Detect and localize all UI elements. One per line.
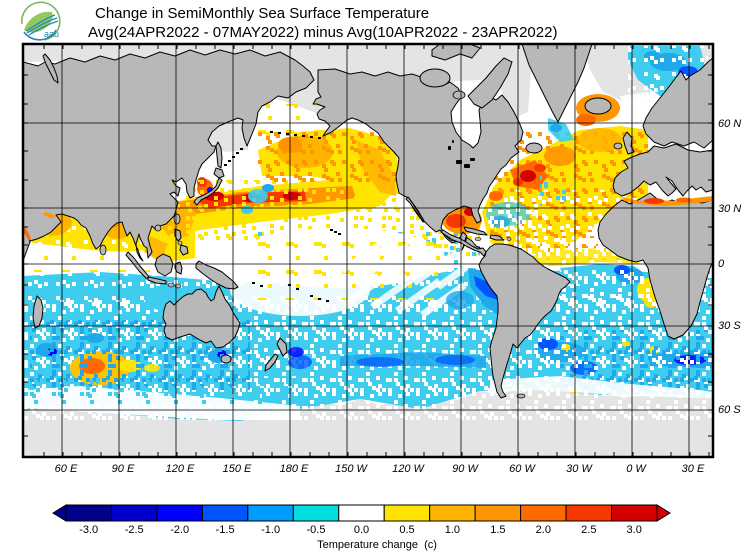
svg-text:60 S: 60 S (718, 404, 741, 416)
svg-text:-0.5: -0.5 (307, 524, 326, 536)
svg-text:-3.0: -3.0 (79, 524, 98, 536)
svg-text:180 E: 180 E (280, 463, 309, 475)
svg-text:2.0: 2.0 (536, 524, 551, 536)
svg-text:150 E: 150 E (223, 463, 252, 475)
svg-text:0.0: 0.0 (354, 524, 369, 536)
svg-text:-1.5: -1.5 (216, 524, 235, 536)
svg-text:150 W: 150 W (335, 463, 368, 475)
svg-text:120 W: 120 W (392, 463, 425, 475)
svg-text:-2.5: -2.5 (125, 524, 144, 536)
svg-text:30 N: 30 N (718, 203, 741, 215)
svg-text:30 S: 30 S (718, 320, 741, 332)
svg-text:30 W: 30 W (566, 463, 593, 475)
svg-text:Temperature change (c): Temperature change (c) (317, 539, 437, 551)
svg-text:1.0: 1.0 (445, 524, 460, 536)
svg-text:Avg(24APR2022 - 07MAY2022) min: Avg(24APR2022 - 07MAY2022) minus Avg(10A… (88, 24, 557, 41)
svg-text:-2.0: -2.0 (170, 524, 189, 536)
svg-text:Change in SemiMonthly Sea Surf: Change in SemiMonthly Sea Surface Temper… (95, 5, 429, 22)
svg-text:aau: aau (44, 29, 59, 39)
svg-text:120 E: 120 E (166, 463, 195, 475)
svg-text:-1.0: -1.0 (261, 524, 280, 536)
svg-text:90 E: 90 E (112, 463, 135, 475)
svg-text:2.5: 2.5 (581, 524, 596, 536)
svg-text:0: 0 (718, 258, 725, 270)
svg-text:60 W: 60 W (509, 463, 536, 475)
svg-text:60 E: 60 E (55, 463, 78, 475)
svg-text:3.0: 3.0 (627, 524, 642, 536)
svg-text:60 N: 60 N (718, 118, 741, 130)
svg-text:30 E: 30 E (682, 463, 705, 475)
svg-text:0.5: 0.5 (399, 524, 414, 536)
svg-text:1.5: 1.5 (490, 524, 505, 536)
svg-text:90 W: 90 W (452, 463, 479, 475)
svg-text:0 W: 0 W (626, 463, 647, 475)
